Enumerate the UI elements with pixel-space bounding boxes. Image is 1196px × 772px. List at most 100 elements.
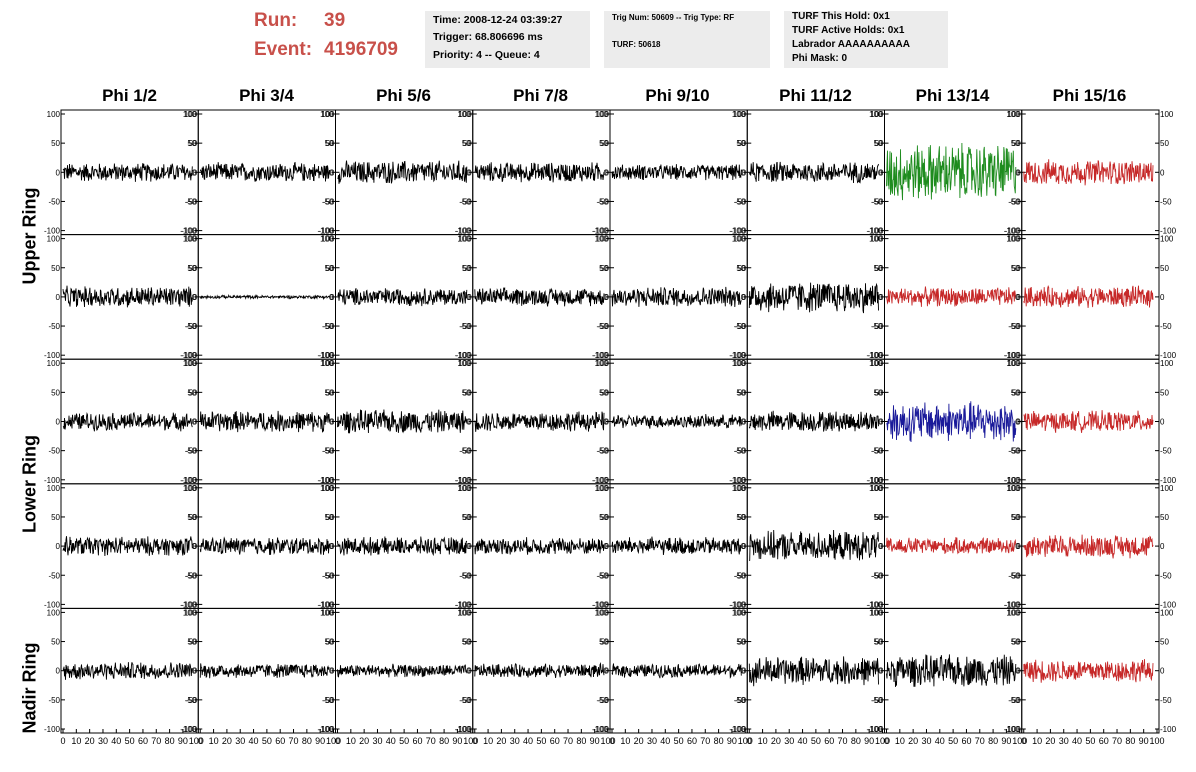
x-tick-label: 40 (523, 736, 533, 746)
y-tick-label: -100 (1005, 476, 1022, 485)
waveform-panel (609, 358, 748, 485)
y-tick-label: 0 (330, 667, 335, 676)
x-tick-label: 0 (335, 736, 340, 746)
y-tick-label: 100 (732, 110, 746, 119)
y-tick-label: 50 (326, 388, 335, 397)
x-tick-label: 10 (1032, 736, 1042, 746)
y-tick-label: -100 (317, 227, 334, 236)
y-tick-label: 0 (466, 667, 471, 676)
x-tick-label: 100 (738, 736, 753, 746)
y-tick-label: -50 (1008, 696, 1020, 705)
x-tick-label: 60 (824, 736, 834, 746)
y-tick-label: 100 (870, 235, 884, 244)
x-tick-label: 40 (249, 736, 259, 746)
y-tick-label: 50 (325, 388, 334, 397)
x-tick-label: 60 (961, 736, 971, 746)
column-label: Phi 11/12 (779, 86, 852, 105)
y-tick-label: -50 (322, 447, 334, 456)
y-tick-label: 0 (878, 168, 883, 177)
y-tick-label: 0 (193, 542, 198, 551)
x-tick-label: 20 (359, 736, 369, 746)
y-tick-label: -100 (867, 476, 884, 485)
y-tick-label: -50 (48, 197, 60, 206)
y-tick-label: 50 (187, 264, 196, 273)
y-tick-label: 100 (458, 608, 472, 617)
y-tick-label: 100 (183, 608, 197, 617)
y-tick-label: 50 (326, 638, 335, 647)
y-tick-label: -50 (48, 322, 60, 331)
y-tick-label: 50 (874, 264, 883, 273)
x-tick-label: 60 (1099, 736, 1109, 746)
y-tick-label: 100 (458, 110, 472, 119)
y-tick-label: -100 (593, 725, 610, 734)
y-tick-label: 100 (595, 484, 609, 493)
y-tick-label: 50 (875, 638, 884, 647)
y-tick-label: 50 (51, 388, 60, 397)
column-label: Phi 1/2 (102, 86, 157, 105)
y-tick-label: 100 (1007, 484, 1021, 493)
y-tick-label: 100 (869, 235, 883, 244)
waveform-panel (746, 358, 885, 485)
y-tick-label: 100 (595, 110, 609, 119)
y-tick-label: 100 (733, 235, 747, 244)
y-tick-label: 50 (188, 139, 197, 148)
y-tick-label: 100 (1160, 608, 1174, 617)
y-tick-label: 50 (1011, 264, 1020, 273)
y-tick-label: -50 (185, 696, 197, 705)
y-tick-label: 50 (462, 638, 471, 647)
y-tick-label: -100 (1004, 351, 1021, 360)
waveform-trace (886, 286, 1017, 307)
y-tick-label: -100 (317, 476, 334, 485)
waveform-panel (609, 234, 748, 360)
waveform-trace (1023, 284, 1154, 308)
y-tick-label: -100 (592, 351, 609, 360)
y-tick-label: 100 (1160, 484, 1174, 493)
y-tick-label: -100 (318, 227, 335, 236)
x-tick-label: 40 (935, 736, 945, 746)
y-tick-label: 0 (1160, 667, 1165, 676)
y-tick-label: -50 (322, 696, 334, 705)
y-tick-label: 0 (878, 293, 883, 302)
y-tick-label: -100 (730, 351, 747, 360)
y-tick-label: -100 (455, 351, 472, 360)
y-tick-label: -100 (455, 725, 472, 734)
y-tick-label: 100 (596, 608, 610, 617)
x-tick-label: 20 (634, 736, 644, 746)
y-tick-label: -100 (1160, 476, 1177, 485)
y-tick-label: 100 (1160, 359, 1174, 368)
x-tick-label: 70 (1112, 736, 1122, 746)
x-tick-label: 90 (315, 736, 325, 746)
y-tick-label: -100 (1004, 227, 1021, 236)
y-tick-label: 0 (1015, 293, 1020, 302)
y-tick-label: 0 (605, 168, 610, 177)
y-tick-label: 50 (1160, 264, 1169, 273)
x-tick-label: 90 (452, 736, 462, 746)
y-tick-label: 100 (1007, 235, 1021, 244)
y-tick-label: -50 (185, 197, 197, 206)
y-tick-label: 0 (466, 293, 471, 302)
y-tick-label: 100 (596, 235, 610, 244)
trigger-text: Trigger: 68.806696 ms (433, 31, 543, 43)
trigger-info-box: Trig Num: 50609 -- Trig Type: RF TURF: 5… (604, 11, 770, 68)
y-tick-label: 100 (596, 359, 610, 368)
y-tick-label: -100 (730, 600, 747, 609)
x-tick-label: 70 (700, 736, 710, 746)
time-text: Time: 2008-12-24 03:39:27 (433, 14, 563, 26)
y-tick-label: 100 (1006, 110, 1020, 119)
y-tick-label: -50 (460, 571, 472, 580)
y-tick-label: 50 (1160, 139, 1169, 148)
y-tick-label: 100 (458, 359, 472, 368)
y-tick-label: 50 (462, 388, 471, 397)
waveform-trace (886, 536, 1017, 555)
y-tick-label: 0 (467, 667, 472, 676)
x-tick-label: 50 (125, 736, 135, 746)
x-tick-label: 60 (550, 736, 560, 746)
y-tick-label: -50 (460, 696, 472, 705)
y-tick-label: 50 (1160, 513, 1169, 522)
x-tick-label: 0 (60, 736, 65, 746)
y-tick-label: -100 (866, 725, 883, 734)
waveform-trace (474, 286, 605, 307)
y-tick-label: -50 (459, 447, 471, 456)
y-tick-label: 0 (1016, 293, 1021, 302)
